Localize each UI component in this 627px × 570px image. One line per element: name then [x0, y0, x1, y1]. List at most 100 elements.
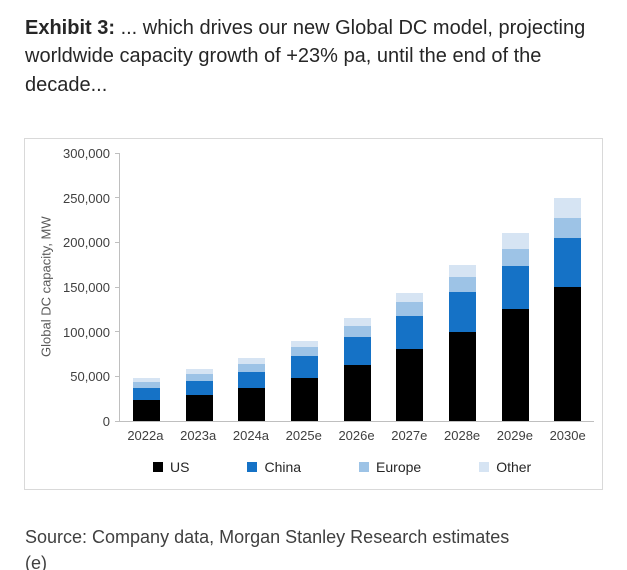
exhibit-label: Exhibit 3: — [25, 17, 116, 39]
bar-slot — [331, 153, 384, 421]
x-tick-label: 2024a — [232, 428, 270, 443]
x-tick-label: 2022a — [127, 428, 164, 443]
legend-swatch — [359, 462, 370, 472]
x-tick-label: 2028e — [444, 428, 481, 443]
bar-segment-china — [132, 387, 160, 400]
legend-label: US — [170, 459, 190, 475]
chart: Global DC capacity, MW 300,000 250,000 200… — [24, 138, 603, 490]
y-tick-mark — [115, 420, 120, 422]
bar-2030e — [554, 197, 582, 421]
plot-column: 2022a 2023a 2024a 2025e 2026e 2027e 2028e 2029e… — [115, 152, 594, 443]
legend-item-china: China — [247, 459, 301, 475]
bar-segment-us — [448, 331, 476, 421]
chart-legend: US China Europe Other — [35, 459, 594, 475]
bar-segment-europe — [238, 363, 266, 372]
bar-segment-other — [554, 197, 582, 219]
bar-slot — [173, 153, 226, 421]
bar-slot — [225, 153, 278, 421]
legend-swatch — [479, 462, 490, 472]
legend-item-us: US — [153, 459, 189, 475]
bar-segment-us — [343, 364, 371, 421]
bar-segment-europe — [501, 248, 529, 267]
bar-2027e — [396, 293, 424, 421]
bar-2029e — [501, 233, 529, 421]
bar-slot — [541, 153, 594, 421]
legend-label: Other — [496, 459, 532, 475]
source-note: Source: Company data, Morgan Stanley Res… — [25, 527, 510, 570]
legend-swatch — [153, 462, 163, 472]
bar-segment-europe — [132, 381, 160, 388]
bar-segment-us — [132, 399, 160, 421]
bar-segment-china — [343, 337, 371, 365]
y-axis-ticks: 300,000 250,000 200,000 150,000 100,000 50,00… — [57, 146, 119, 429]
bar-segment-china — [396, 315, 424, 349]
bar-segment-europe — [290, 346, 318, 356]
bar-segment-europe — [185, 373, 213, 381]
y-tick-mark — [115, 286, 120, 288]
legend-item-other: Other — [479, 459, 531, 475]
bar-segment-us — [554, 287, 582, 421]
bar-segment-other — [343, 318, 371, 327]
y-axis-title: Global DC capacity, MW — [38, 216, 54, 358]
y-tick-label: 100,000 — [63, 324, 110, 340]
bar-segment-europe — [554, 218, 582, 238]
x-tick-label: 2026e — [338, 428, 375, 443]
exhibit-title: Exhibit 3: ... which drives our new Glob… — [25, 14, 600, 99]
bar-segment-europe — [396, 302, 424, 316]
bar-segment-china — [501, 266, 529, 310]
bar-segment-other — [448, 264, 476, 278]
y-tick-label: 200,000 — [63, 235, 110, 251]
bar-segment-other — [132, 378, 160, 382]
bar-segment-other — [290, 340, 318, 347]
bar-segment-us — [396, 348, 424, 421]
bar-segment-china — [238, 371, 266, 388]
plot-area — [115, 152, 594, 422]
y-tick-mark — [115, 375, 120, 377]
bar-segment-europe — [448, 277, 476, 293]
bar-segment-other — [396, 293, 424, 303]
y-tick-label: 0 — [102, 414, 110, 429]
y-tick-label: 250,000 — [63, 190, 110, 206]
bar-segment-us — [238, 387, 266, 421]
y-tick-label: 150,000 — [63, 280, 110, 295]
bar-segment-europe — [343, 326, 371, 338]
x-tick-label: 2030e — [549, 428, 586, 443]
bar-2028e — [448, 264, 476, 421]
y-tick-label: 50,000 — [70, 369, 110, 385]
bar-segment-china — [554, 237, 582, 287]
bar-2025e — [290, 340, 318, 421]
x-tick-label: 2023a — [180, 428, 217, 443]
y-tick-mark — [115, 197, 120, 199]
bar-segment-other — [501, 233, 529, 249]
bar-slot — [383, 153, 436, 421]
bar-segment-china — [185, 380, 213, 396]
bar-2024a — [238, 358, 266, 421]
x-tick-label: 2029e — [496, 428, 533, 443]
bar-segment-us — [185, 395, 213, 421]
y-tick-mark — [115, 331, 120, 333]
bar-segment-china — [290, 355, 318, 379]
bar-segment-china — [448, 292, 476, 332]
bar-segment-us — [290, 378, 318, 421]
legend-label: Europe — [376, 459, 422, 475]
exhibit-title-text: ... which drives our new Global DC model… — [25, 17, 586, 96]
bar-slot — [436, 153, 489, 421]
x-tick-label: 2025e — [285, 428, 322, 443]
y-tick-mark — [115, 152, 120, 154]
y-tick-label: 300,000 — [63, 146, 110, 161]
x-axis-labels: 2022a 2023a 2024a 2025e 2026e 2027e 2028e 2029e… — [119, 428, 594, 443]
bar-slot — [120, 153, 173, 421]
bar-2026e — [343, 318, 371, 421]
bar-2023a — [185, 369, 213, 421]
legend-swatch — [247, 462, 258, 472]
chart-body: Global DC capacity, MW 300,000 250,000 200… — [35, 146, 594, 443]
bar-segment-us — [501, 309, 529, 421]
bar-slot — [278, 153, 331, 421]
bar-segment-other — [238, 358, 266, 364]
legend-label: China — [264, 459, 302, 475]
bar-slot — [489, 153, 542, 421]
bar-segment-other — [185, 369, 213, 374]
legend-item-europe: Europe — [359, 459, 421, 475]
y-tick-mark — [115, 241, 120, 243]
